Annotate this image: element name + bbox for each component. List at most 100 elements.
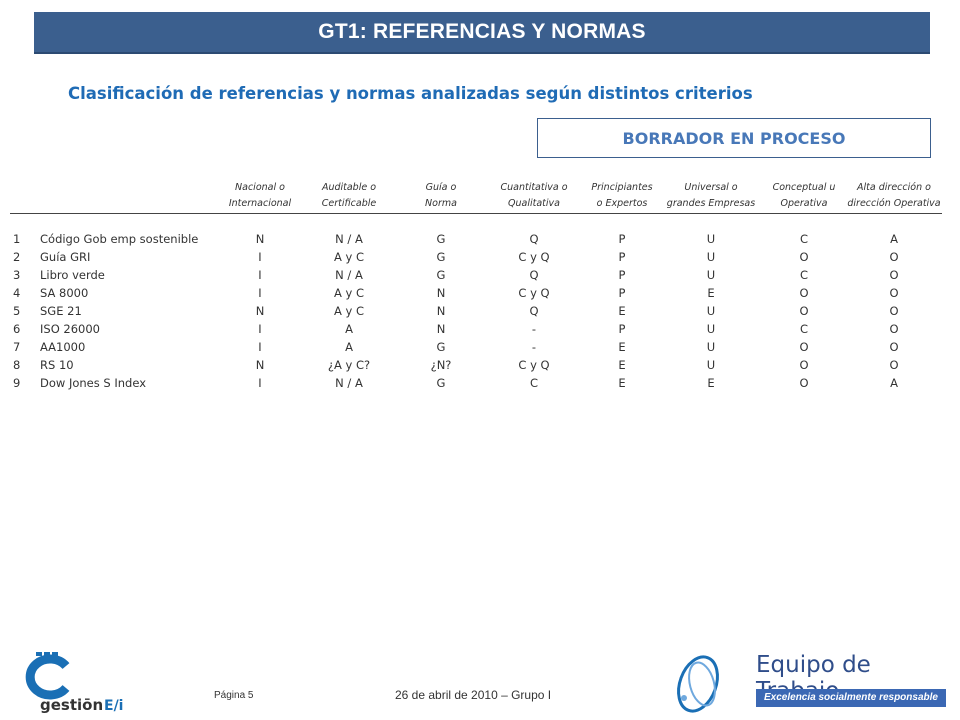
row-name: Dow Jones S Index [40,376,147,390]
table-row: 5 SGE 21 N A y C N Q E U O O [0,302,960,320]
table-cell: I [258,286,262,300]
table-cell: P [618,232,626,246]
row-number: 8 [13,358,21,372]
table-cell: E [618,304,626,318]
column-header-line1: Cuantitativa o [500,182,568,193]
table-cell: ¿N? [430,358,452,372]
table-row: 3 Libro verde I N / A G Q P U C O [0,266,960,284]
table-cell: A y C [333,304,365,318]
row-number: 5 [13,304,21,318]
row-number: 3 [13,268,21,282]
table-cell: A y C [333,250,365,264]
table-cell: O [799,358,809,372]
table-cell: I [258,250,262,264]
column-header-line1: Principiantes [591,182,653,193]
table-row: 9 Dow Jones S Index I N / A G C E E O A [0,374,960,392]
column-header: Conceptual u Operativa [773,180,836,212]
table-row: 8 RS 10 N ¿A y C? ¿N? C y Q E U O O [0,356,960,374]
table-cell: G [436,232,446,246]
table-cell: O [889,340,899,354]
table-cell: U [706,322,716,336]
table-cell: C [529,376,539,390]
column-header: Principiantes o Expertos [591,180,652,212]
column-header-line2: Operativa [780,198,828,209]
table-cell: U [706,340,716,354]
row-number: 6 [13,322,21,336]
column-header-line1: Conceptual u [772,182,836,193]
table-cell: O [799,340,809,354]
table-cell: O [799,376,809,390]
gestion-logo: gestiōn E/i [18,650,138,716]
table-cell: O [889,268,899,282]
table-cell: G [436,250,446,264]
draft-badge: BORRADOR EN PROCESO [537,118,931,158]
column-header: Universal o grandes Empresas [667,180,755,212]
table-row: 6 ISO 26000 I A N - P U C O [0,320,960,338]
table-cell: E [618,340,626,354]
row-name: Código Gob emp sostenible [40,232,199,246]
table-cell: Q [529,268,539,282]
column-header-line2: Certificable [321,198,377,209]
table-cell: I [258,322,262,336]
table-cell: C y Q [518,286,550,300]
column-header: Nacional o Internacional [229,180,291,212]
row-name: Libro verde [40,268,105,282]
table-cell: N [436,304,446,318]
page-number: Página 5 [214,690,254,701]
row-name: SA 8000 [40,286,89,300]
table-cell: C [799,232,809,246]
title-bar: GT1: REFERENCIAS Y NORMAS [34,12,930,54]
draft-label: BORRADOR EN PROCESO [622,128,846,148]
table-cell: N / A [335,376,363,390]
table-cell: - [531,340,537,354]
row-name: ISO 26000 [40,322,100,336]
equipo-subtitle: Excelencia socialmente responsable [756,689,946,707]
page-title: GT1: REFERENCIAS Y NORMAS [318,20,646,43]
table-cell: O [799,286,809,300]
table-cell: I [258,268,262,282]
table-cell: C [799,322,809,336]
table-cell: O [889,358,899,372]
table-cell: U [706,358,716,372]
table-cell: G [436,268,446,282]
table-cell: N [436,286,446,300]
row-number: 7 [13,340,21,354]
table-cell: E [618,358,626,372]
table-cell: N [255,358,265,372]
table-cell: U [706,268,716,282]
row-name: AA1000 [40,340,86,354]
table-cell: O [889,322,899,336]
table-cell: Q [529,304,539,318]
table-row: 2 Guía GRI I A y C G C y Q P U O O [0,248,960,266]
table-cell: C y Q [518,358,550,372]
table-cell: E [618,376,626,390]
classification-table: Nacional o Internacional Auditable o Certif… [0,180,960,392]
table-cell: U [706,250,716,264]
column-header-line2: Norma [425,198,457,209]
table-cell: U [706,304,716,318]
table-cell: C y Q [518,250,550,264]
table-cell: G [436,376,446,390]
header-rule [10,213,942,214]
column-header-line1: Universal o [684,182,738,193]
table-cell: N [436,322,446,336]
table-cell: P [618,250,626,264]
row-number: 2 [13,250,21,264]
table-cell: P [618,268,626,282]
table-cell: A [345,322,353,336]
table-cell: G [436,340,446,354]
row-number: 9 [13,376,21,390]
column-header-line1: Alta dirección o [857,182,931,193]
svg-text:E/i: E/i [104,698,123,714]
table-cell: Q [529,232,539,246]
column-header-line2: dirección Operativa [847,198,941,209]
table-cell: N / A [335,232,363,246]
row-name: RS 10 [40,358,74,372]
row-number: 4 [13,286,21,300]
table-cell: A [890,232,898,246]
table-cell: O [889,286,899,300]
table-row: 4 SA 8000 I A y C N C y Q P E O O [0,284,960,302]
table-cell: O [799,304,809,318]
table-cell: A [345,340,353,354]
table-cell: A y C [333,286,365,300]
